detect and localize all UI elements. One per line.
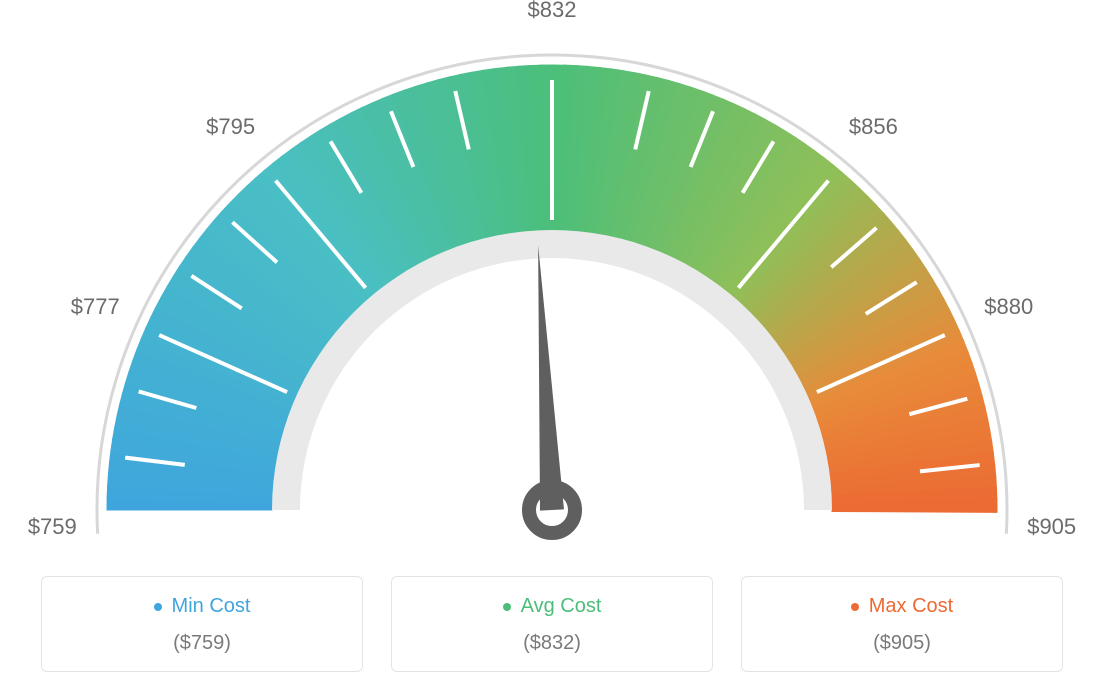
legend-label-max: Max Cost — [869, 595, 953, 618]
legend-dot-min — [154, 603, 162, 611]
gauge-svg — [0, 0, 1104, 560]
legend-value-max: ($905) — [752, 632, 1052, 655]
tick-label: $832 — [528, 0, 577, 23]
tick-label: $759 — [28, 514, 77, 540]
tick-label: $777 — [71, 294, 120, 320]
legend-label-min: Min Cost — [172, 595, 251, 618]
legend-card-max: Max Cost ($905) — [741, 576, 1063, 672]
legend-dot-avg — [503, 603, 511, 611]
legend-value-avg: ($832) — [402, 632, 702, 655]
legend-dot-max — [851, 603, 859, 611]
legend-card-min: Min Cost ($759) — [41, 576, 363, 672]
legend-label-avg: Avg Cost — [521, 595, 602, 618]
legend-title-min: Min Cost — [154, 595, 251, 618]
cost-gauge-chart: $759 $777 $795 $832 $856 $880 $905 Min Cost ($… — [0, 0, 1104, 690]
tick-label: $795 — [206, 114, 255, 140]
tick-label: $905 — [1027, 514, 1076, 540]
gauge-area — [0, 0, 1104, 560]
tick-label: $880 — [984, 294, 1033, 320]
legend-row: Min Cost ($759) Avg Cost ($832) Max Cost… — [0, 576, 1104, 672]
legend-title-max: Max Cost — [851, 595, 953, 618]
legend-card-avg: Avg Cost ($832) — [391, 576, 713, 672]
legend-value-min: ($759) — [52, 632, 352, 655]
tick-label: $856 — [849, 114, 898, 140]
legend-title-avg: Avg Cost — [503, 595, 602, 618]
